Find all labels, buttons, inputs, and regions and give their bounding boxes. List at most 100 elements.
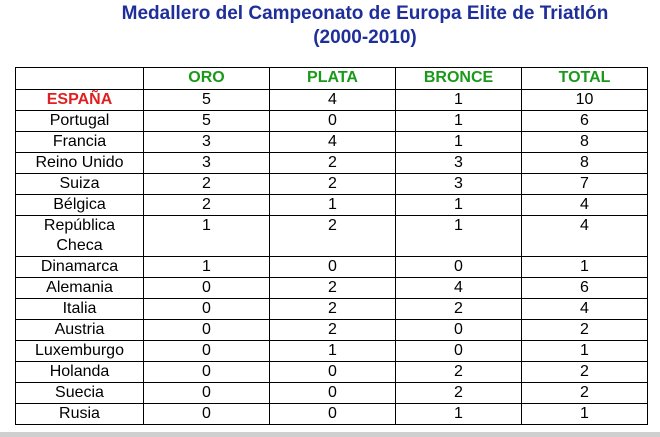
table-row: Dinamarca 1 0 0 1 bbox=[15, 256, 648, 278]
medal-count: 2 bbox=[269, 319, 396, 341]
medal-count: 4 bbox=[521, 298, 648, 320]
country-name: Suiza bbox=[59, 175, 100, 192]
medal-count: 4 bbox=[521, 194, 648, 216]
medal-count: 2 bbox=[395, 382, 522, 404]
country-cell: Suiza bbox=[15, 173, 144, 195]
medal-count: 5 bbox=[143, 110, 270, 132]
medal-count: 8 bbox=[521, 152, 648, 174]
corner-cell bbox=[15, 67, 144, 90]
medal-count: 0 bbox=[143, 298, 270, 320]
medal-count: 1 bbox=[395, 215, 522, 257]
medal-count: 1 bbox=[521, 340, 648, 362]
country-cell: Portugal bbox=[15, 110, 144, 132]
country-name: República Checa bbox=[43, 217, 116, 254]
country-name: Suecia bbox=[55, 384, 104, 401]
medal-count: 4 bbox=[269, 131, 396, 153]
table-row: Francia 3 4 1 8 bbox=[15, 131, 648, 153]
medal-count: 3 bbox=[395, 173, 522, 195]
table-row: Alemania 0 2 4 6 bbox=[15, 277, 648, 299]
column-header: PLATA bbox=[269, 67, 396, 90]
medal-count: 0 bbox=[395, 256, 522, 278]
country-cell: Bélgica bbox=[15, 194, 144, 216]
medal-count: 2 bbox=[143, 194, 270, 216]
table-row: Suiza 2 2 3 7 bbox=[15, 173, 648, 195]
medal-count: 2 bbox=[269, 152, 396, 174]
medal-count: 4 bbox=[521, 215, 648, 257]
medal-count: 2 bbox=[395, 298, 522, 320]
medal-count: 0 bbox=[395, 340, 522, 362]
medal-count: 0 bbox=[269, 361, 396, 383]
medal-count: 3 bbox=[395, 152, 522, 174]
medal-count: 0 bbox=[269, 256, 396, 278]
country-name: Italia bbox=[62, 300, 97, 317]
country-cell: Alemania bbox=[15, 277, 144, 299]
medal-count: 1 bbox=[269, 194, 396, 216]
medal-count: 6 bbox=[521, 110, 648, 132]
table-row: Reino Unido 3 2 3 8 bbox=[15, 152, 648, 174]
medal-count: 4 bbox=[395, 277, 522, 299]
country-cell: Austria bbox=[15, 319, 144, 341]
country-cell: Suecia bbox=[15, 382, 144, 404]
country-name: ESPAÑA bbox=[46, 91, 113, 108]
country-name: Portugal bbox=[49, 112, 110, 129]
medal-count: 2 bbox=[269, 215, 396, 257]
medal-count: 1 bbox=[395, 131, 522, 153]
country-cell: Rusia bbox=[15, 403, 144, 425]
table-row: República Checa 1 2 1 4 bbox=[15, 215, 648, 257]
medal-count: 1 bbox=[395, 110, 522, 132]
table-body: ESPAÑA 5 4 1 10 Portugal 5 0 1 6 Francia 3 4 1 8 Reino … bbox=[15, 89, 648, 425]
medal-count: 2 bbox=[521, 382, 648, 404]
country-name: Alemania bbox=[46, 279, 113, 296]
country-cell: República Checa bbox=[15, 215, 144, 257]
medal-count: 2 bbox=[269, 277, 396, 299]
medal-count: 0 bbox=[143, 403, 270, 425]
medal-count: 0 bbox=[143, 361, 270, 383]
country-cell: Francia bbox=[15, 131, 144, 153]
country-cell: Reino Unido bbox=[15, 152, 144, 174]
country-name: Luxemburgo bbox=[35, 342, 124, 359]
scrollbar bbox=[0, 432, 660, 437]
medal-count: 0 bbox=[143, 382, 270, 404]
medal-count: 4 bbox=[269, 89, 396, 111]
table-row: Portugal 5 0 1 6 bbox=[15, 110, 648, 132]
medal-count: 1 bbox=[395, 403, 522, 425]
table-row: Holanda 0 0 2 2 bbox=[15, 361, 648, 383]
table-row: ESPAÑA 5 4 1 10 bbox=[15, 89, 648, 111]
medal-count: 2 bbox=[521, 319, 648, 341]
header-row: ORO PLATA BRONCE TOTAL bbox=[15, 67, 648, 90]
title: Medallero del Campeonato de Europa Elite… bbox=[121, 3, 609, 24]
medal-count: 2 bbox=[143, 173, 270, 195]
medal-count: 1 bbox=[395, 194, 522, 216]
medal-count: 3 bbox=[143, 152, 270, 174]
medal-count: 2 bbox=[269, 173, 396, 195]
medal-count: 1 bbox=[395, 89, 522, 111]
medal-count: 8 bbox=[521, 131, 648, 153]
medal-count: 5 bbox=[143, 89, 270, 111]
table-row: Austria 0 2 0 2 bbox=[15, 319, 648, 341]
medal-count: 2 bbox=[269, 298, 396, 320]
country-name: Holanda bbox=[49, 363, 110, 380]
medal-count: 0 bbox=[269, 403, 396, 425]
medal-count: 0 bbox=[143, 319, 270, 341]
table-row: Rusia 0 0 1 1 bbox=[15, 403, 648, 425]
table-row: Bélgica 2 1 1 4 bbox=[15, 194, 648, 216]
column-header: ORO bbox=[143, 67, 270, 90]
medal-count: 1 bbox=[143, 256, 270, 278]
country-name: Dinamarca bbox=[40, 258, 119, 275]
medal-count: 0 bbox=[143, 277, 270, 299]
medal-count: 1 bbox=[143, 215, 270, 257]
country-name: Austria bbox=[54, 321, 105, 338]
table-row: Italia 0 2 2 4 bbox=[15, 298, 648, 320]
medal-count: 1 bbox=[521, 256, 648, 278]
country-cell: Luxemburgo bbox=[15, 340, 144, 362]
medal-count: 6 bbox=[521, 277, 648, 299]
medal-count: 0 bbox=[395, 319, 522, 341]
column-header: BRONCE bbox=[395, 67, 522, 90]
medal-count: 3 bbox=[143, 131, 270, 153]
country-name: Bélgica bbox=[53, 196, 106, 213]
medal-count: 2 bbox=[395, 361, 522, 383]
medal-count: 0 bbox=[269, 382, 396, 404]
table-row: Suecia 0 0 2 2 bbox=[15, 382, 648, 404]
country-cell: ESPAÑA bbox=[15, 89, 144, 111]
medal-count: 10 bbox=[521, 89, 648, 111]
